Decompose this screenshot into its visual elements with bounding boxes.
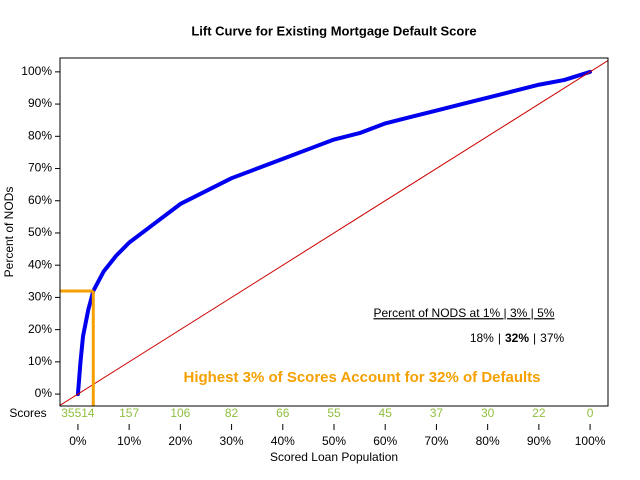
score-label: 35514 (61, 406, 95, 420)
lift-table-header: Percent of NODS at 1% | 3% | 5% (374, 306, 555, 320)
y-tick-label: 50% (28, 225, 52, 239)
x-tick-label: 60% (373, 434, 397, 448)
score-label: 45 (379, 406, 393, 420)
score-label: 55 (327, 406, 341, 420)
x-tick-label: 30% (220, 434, 244, 448)
score-label: 30 (481, 406, 495, 420)
y-tick-label: 70% (28, 161, 52, 175)
plot-frame (59, 57, 609, 407)
x-tick-label: 10% (117, 434, 141, 448)
score-label: 22 (532, 406, 546, 420)
line-series (60, 60, 608, 406)
y-tick-label: 30% (28, 290, 52, 304)
y-tick-label: 60% (28, 193, 52, 207)
chart-title: Lift Curve for Existing Mortgage Default… (191, 23, 476, 38)
x-tick-label: 90% (527, 434, 551, 448)
lift-table-row: 18% | 32% | 37% (470, 331, 565, 345)
score-label: 0 (587, 406, 594, 420)
line-series (75, 69, 593, 397)
score-label: 37 (430, 406, 444, 420)
x-tick-label: 100% (575, 434, 606, 448)
x-tick-label: 20% (168, 434, 192, 448)
score-label: 106 (170, 406, 190, 420)
score-label: 157 (119, 406, 139, 420)
y-tick-label: 10% (28, 354, 52, 368)
y-tick-label: 20% (28, 322, 52, 336)
x-tick-label: 50% (322, 434, 346, 448)
lift-value: 32% (505, 331, 529, 345)
x-tick-label: 0% (69, 434, 87, 448)
y-tick-label: 0% (35, 386, 53, 400)
score-label: 66 (276, 406, 290, 420)
y-tick-label: 90% (28, 96, 52, 110)
separator: | (498, 331, 501, 345)
y-tick-label: 80% (28, 128, 52, 142)
scores-label: Scores (9, 406, 46, 420)
x-tick-label: 80% (476, 434, 500, 448)
separator: | (533, 331, 536, 345)
x-axis-label: Scored Loan Population (270, 450, 398, 464)
callout: Highest 3% of Scores Account for 32% of … (183, 369, 540, 386)
x-tick-label: 40% (271, 434, 295, 448)
x-tick-label: 70% (424, 434, 448, 448)
y-tick-label: 40% (28, 257, 52, 271)
score-label: 82 (225, 406, 239, 420)
lift-value: 37% (540, 331, 564, 345)
lift-value: 18% (470, 331, 494, 345)
y-axis-label: Percent of NODs (2, 187, 16, 278)
y-tick-label: 100% (21, 64, 52, 78)
